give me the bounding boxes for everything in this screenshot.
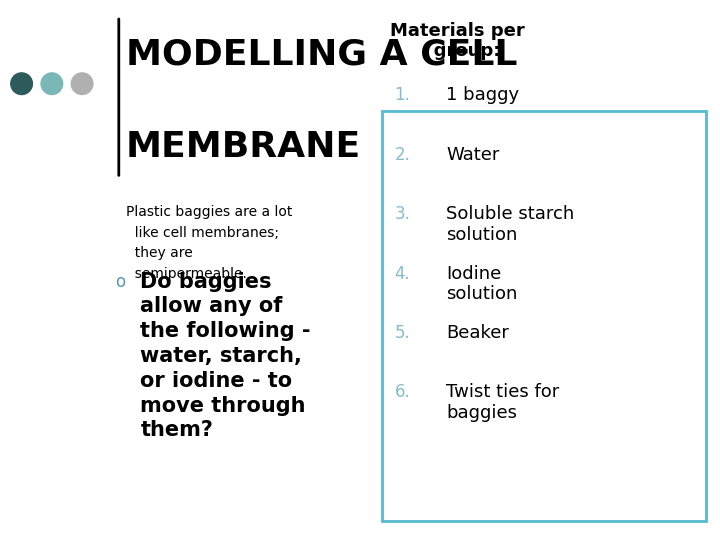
Text: Twist ties for
baggies: Twist ties for baggies	[446, 383, 559, 422]
Text: Soluble starch
solution: Soluble starch solution	[446, 205, 575, 244]
Text: o: o	[115, 273, 125, 291]
Text: Do baggies
allow any of
the following -
water, starch,
or iodine - to
move throu: Do baggies allow any of the following - …	[140, 272, 311, 441]
Text: Beaker: Beaker	[446, 324, 509, 342]
Text: Iodine
solution: Iodine solution	[446, 265, 518, 303]
Text: 4.: 4.	[395, 265, 410, 282]
Text: 1.: 1.	[395, 86, 410, 104]
Text: Materials per
       group:: Materials per group:	[390, 22, 525, 60]
Text: MEMBRANE: MEMBRANE	[126, 130, 361, 164]
Text: 3.: 3.	[395, 205, 410, 223]
Text: MODELLING A CELL: MODELLING A CELL	[126, 38, 518, 72]
Text: 1 baggy: 1 baggy	[446, 86, 520, 104]
Text: 6.: 6.	[395, 383, 410, 401]
Text: 5.: 5.	[395, 324, 410, 342]
Text: Plastic baggies are a lot
  like cell membranes;
  they are
  semipermeable.: Plastic baggies are a lot like cell memb…	[126, 205, 292, 281]
Text: 2.: 2.	[395, 146, 410, 164]
Text: Water: Water	[446, 146, 500, 164]
